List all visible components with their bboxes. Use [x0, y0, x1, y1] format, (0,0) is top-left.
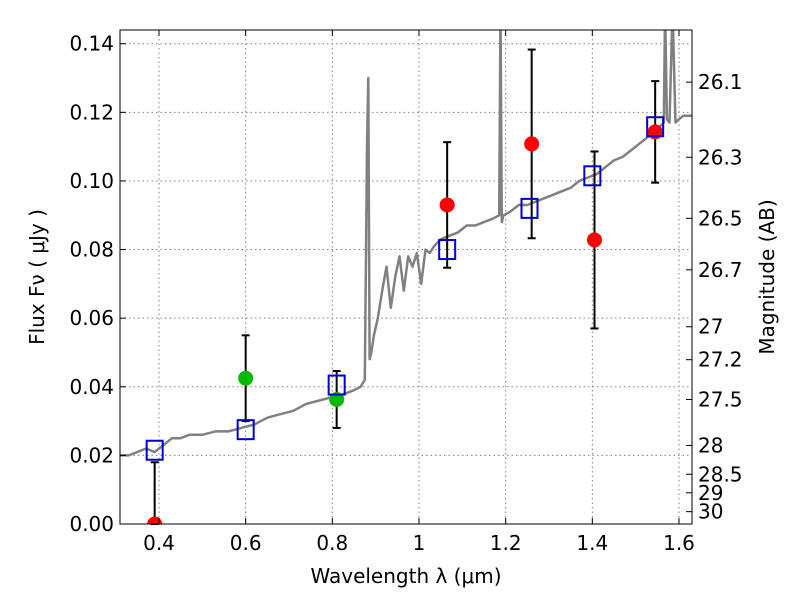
y-tick-labels: 0.00 0.02 0.04 0.06 0.08 0.10 0.12 0.14: [69, 32, 114, 536]
x-tick-labels: 0.4 0.6 0.8 1 1.2 1.4 1.6: [143, 531, 695, 555]
magnitude-tick-label: 26.7: [698, 258, 743, 282]
magnitude-tick-label: 26.1: [698, 70, 743, 94]
model-photometry-square: [145, 439, 164, 461]
y-tick-label: 0.04: [69, 375, 114, 399]
magnitude-tick-label: 27.5: [698, 387, 743, 411]
model-photometry-square: [583, 165, 602, 187]
magnitude-tick-label: 30: [698, 500, 723, 524]
y-tick-label: 0.06: [69, 306, 114, 330]
magnitude-tick-label: 28.5: [698, 462, 743, 486]
x-tick-label: 0.4: [143, 531, 175, 555]
model-photometry-square: [236, 419, 255, 441]
observed-point: [238, 370, 254, 386]
x-tick-label: 1: [413, 531, 426, 555]
x-tick-label: 1.4: [576, 531, 608, 555]
magnitude-tick-label: 27.2: [698, 348, 743, 372]
axis-ticks: [120, 30, 692, 525]
y-axis-title: Flux Fν ( μJy ): [25, 209, 49, 345]
y-tick-label: 0.00: [69, 512, 114, 536]
model-photometry-square: [646, 116, 665, 138]
plot-frame: [119, 29, 693, 525]
model-photometry-square: [438, 239, 457, 261]
x-tick-label: 0.6: [230, 531, 262, 555]
magnitude-tick-label: 26.5: [698, 206, 743, 230]
magnitude-tick-label: 27: [698, 315, 723, 339]
y-tick-label: 0.08: [69, 238, 114, 262]
right-axis-title: Magnitude (AB): [755, 199, 779, 354]
model-photometry-square: [327, 374, 346, 396]
y-tick-label: 0.02: [69, 443, 114, 467]
magnitude-tick-label: 28: [698, 433, 723, 457]
observed-point: [524, 136, 540, 152]
x-axis-title: Wavelength λ (μm): [310, 564, 501, 588]
observed-point: [329, 391, 345, 407]
x-tick-label: 1.2: [490, 531, 522, 555]
magnitude-tick-label: 29: [698, 481, 723, 505]
observed-points-layer: [147, 124, 663, 524]
model-spectrum-layer: [120, 30, 692, 457]
observed-point: [587, 232, 602, 248]
y-tick-label: 0.10: [69, 169, 114, 193]
y-tick-label: 0.14: [69, 32, 114, 56]
model-photometry-square: [520, 197, 539, 219]
observed-point: [147, 516, 163, 524]
x-tick-label: 1.6: [663, 531, 695, 555]
model-photometry-layer: [145, 116, 665, 461]
x-tick-label: 0.8: [316, 531, 348, 555]
magnitude-tick-label: 26.3: [698, 145, 743, 169]
y-tick-label: 0.12: [69, 100, 114, 124]
model-spectrum-line: [120, 30, 692, 457]
observed-point: [439, 197, 455, 213]
